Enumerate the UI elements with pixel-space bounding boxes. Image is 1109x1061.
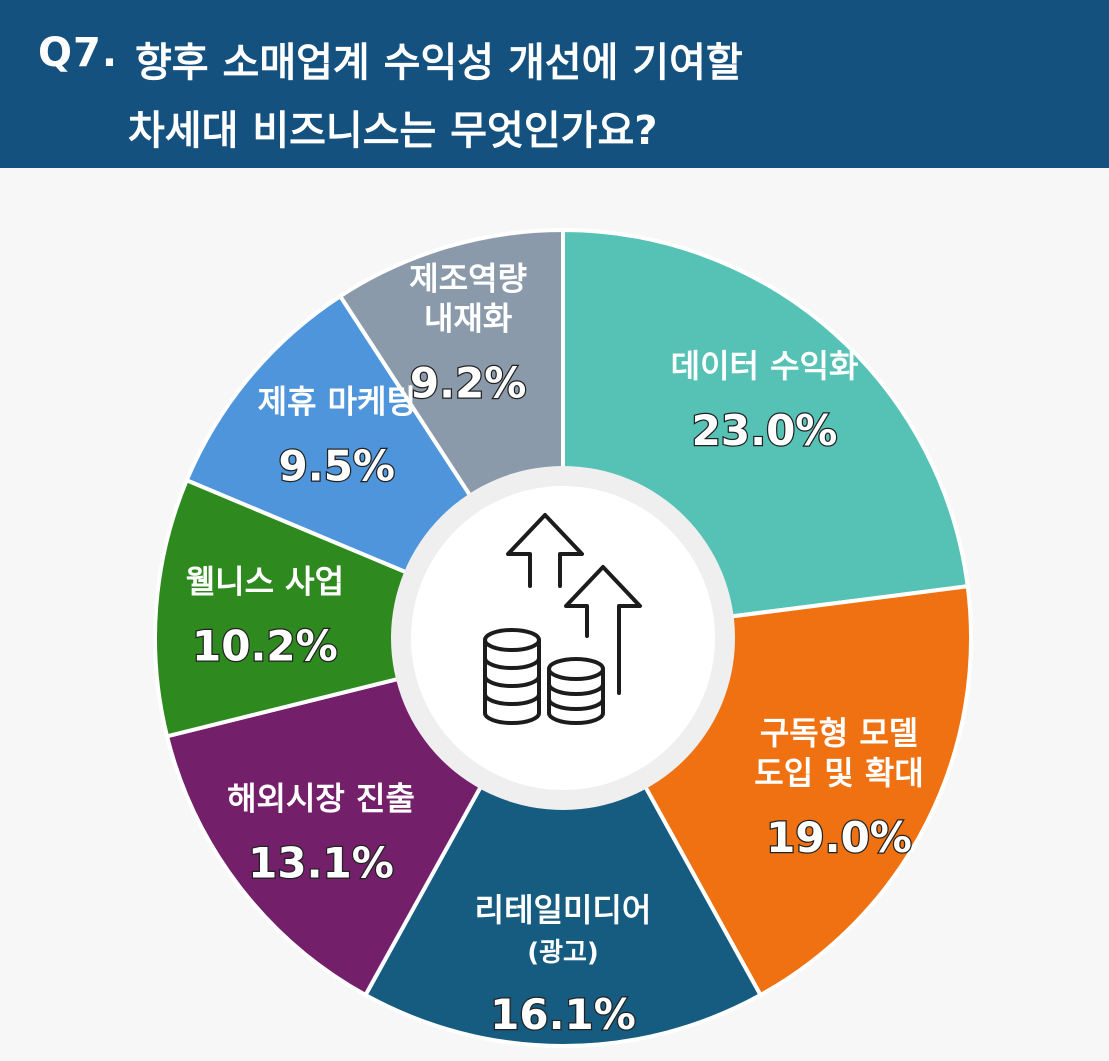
slice-label-group: 리테일미디어 (광고) 16.1% — [475, 891, 652, 1040]
question-number: Q7. — [38, 30, 119, 76]
question-title-line2: 차세대 비즈니스는 무엇인가요? — [128, 108, 658, 154]
slice-label: 제조역량 — [409, 260, 527, 298]
slice-percent-label: 23.0% — [692, 406, 838, 455]
slice-label: 데이터 수익화 — [671, 347, 859, 385]
money-growth-icon — [483, 513, 642, 725]
slice-percent-label: 9.2% — [410, 359, 526, 408]
slice-label: 제휴 마케팅 — [258, 383, 416, 421]
pie-slice — [362, 633, 764, 1048]
slice-label-group: 데이터 수익화 23.0% — [671, 347, 859, 456]
question-title-line1: 향후 소매업계 수익성 개선에 기여할 — [135, 40, 743, 86]
pie-slice — [153, 477, 570, 739]
slice-label-group: 제휴 마케팅 9.5% — [258, 383, 416, 492]
slice-percent-label: 19.0% — [766, 813, 912, 862]
slice-percent-label: 16.1% — [490, 990, 636, 1039]
slice-label: 구독형 모델 — [760, 714, 918, 752]
slice-label: (광고) — [527, 938, 599, 968]
slice-label: 해외시장 진출 — [227, 780, 415, 818]
center-disc — [391, 466, 735, 810]
slice-percent-label: 13.1% — [248, 839, 394, 888]
pie-slices — [153, 227, 973, 1048]
slice-label-group: 해외시장 진출 13.1% — [227, 780, 415, 889]
slice-percent-label: 9.5% — [279, 442, 395, 491]
question-header: Q7. 향후 소매업계 수익성 개선에 기여할 차세대 비즈니스는 무엇인가요? — [0, 0, 1109, 168]
slice-percent-label: 10.2% — [192, 622, 338, 671]
slice-label: 리테일미디어 — [475, 891, 652, 929]
slice-label-group: 웰니스 사업 10.2% — [186, 563, 344, 672]
slice-label: 내재화 — [424, 300, 512, 338]
slice-label: 웰니스 사업 — [186, 563, 344, 601]
slice-label: 도입 및 확대 — [754, 754, 923, 792]
